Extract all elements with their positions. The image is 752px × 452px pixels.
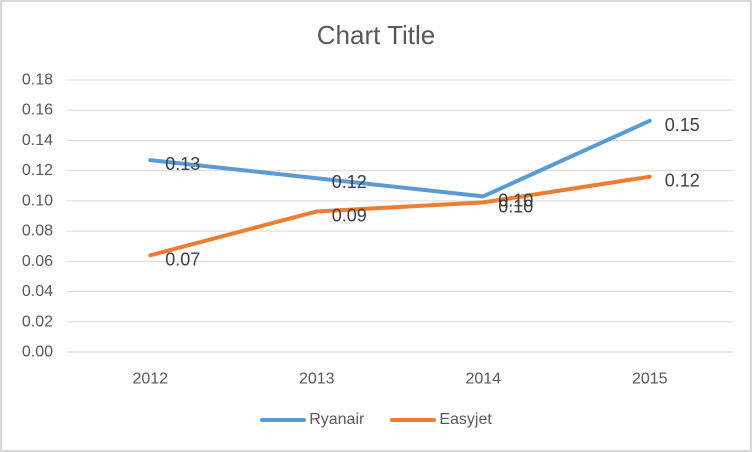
x-axis-tick-label: 2012 <box>132 371 168 388</box>
y-axis-tick-label: 0.02 <box>22 313 53 330</box>
legend-item-easyjet[interactable]: Easyjet <box>390 411 492 428</box>
y-axis-tick-label: 0.12 <box>22 162 53 179</box>
chart-title[interactable]: Chart Title <box>316 20 436 50</box>
data-label-easyjet: 0.07 <box>165 249 200 269</box>
data-label-easyjet: 0.09 <box>332 205 367 225</box>
y-axis-tick-label: 0.00 <box>22 344 53 361</box>
data-label-ryanair: 0.15 <box>665 115 700 135</box>
legend-line-swatch <box>390 418 437 422</box>
data-label-ryanair: 0.12 <box>332 172 367 192</box>
data-label-ryanair: 0.13 <box>165 154 200 174</box>
legend-line-swatch <box>260 418 307 422</box>
x-axis-tick-label: 2015 <box>632 371 668 388</box>
legend-item-ryanair[interactable]: Ryanair <box>260 412 364 428</box>
data-label-easyjet: 0.12 <box>665 171 700 191</box>
y-axis-tick-label: 0.06 <box>22 253 53 270</box>
series-line-easyjet[interactable] <box>148 174 652 258</box>
series-lines <box>148 118 652 258</box>
gridlines <box>67 79 733 353</box>
y-axis-tick-labels: 0.18 0.16 0.14 0.12 0.10 0.08 0.06 0.04 0.02 0.00 <box>22 72 53 361</box>
data-labels: 0.13 0.12 0.10 0.15 0.07 0.09 0.10 0.12 <box>165 115 700 269</box>
y-axis-tick-label: 0.04 <box>22 283 53 300</box>
x-axis-tick-label: 2013 <box>299 371 335 388</box>
x-axis-tick-label: 2014 <box>465 371 501 388</box>
y-axis-tick-label: 0.08 <box>22 223 53 240</box>
legend: Ryanair Easyjet <box>2 412 750 428</box>
legend-label: Easyjet <box>439 411 492 428</box>
data-label-ryanair: 0.10 <box>498 190 533 210</box>
y-axis-tick-label: 0.18 <box>22 72 53 89</box>
x-axis-tick-labels: 2012 2013 2014 2015 <box>132 371 667 388</box>
y-axis-tick-label: 0.16 <box>22 102 53 119</box>
y-axis-tick-label: 0.14 <box>22 132 53 149</box>
series-line-ryanair[interactable] <box>148 118 652 199</box>
data-label-easyjet: 0.10 <box>498 196 533 216</box>
y-axis-tick-label: 0.10 <box>22 192 53 209</box>
legend-label: Ryanair <box>309 411 365 428</box>
